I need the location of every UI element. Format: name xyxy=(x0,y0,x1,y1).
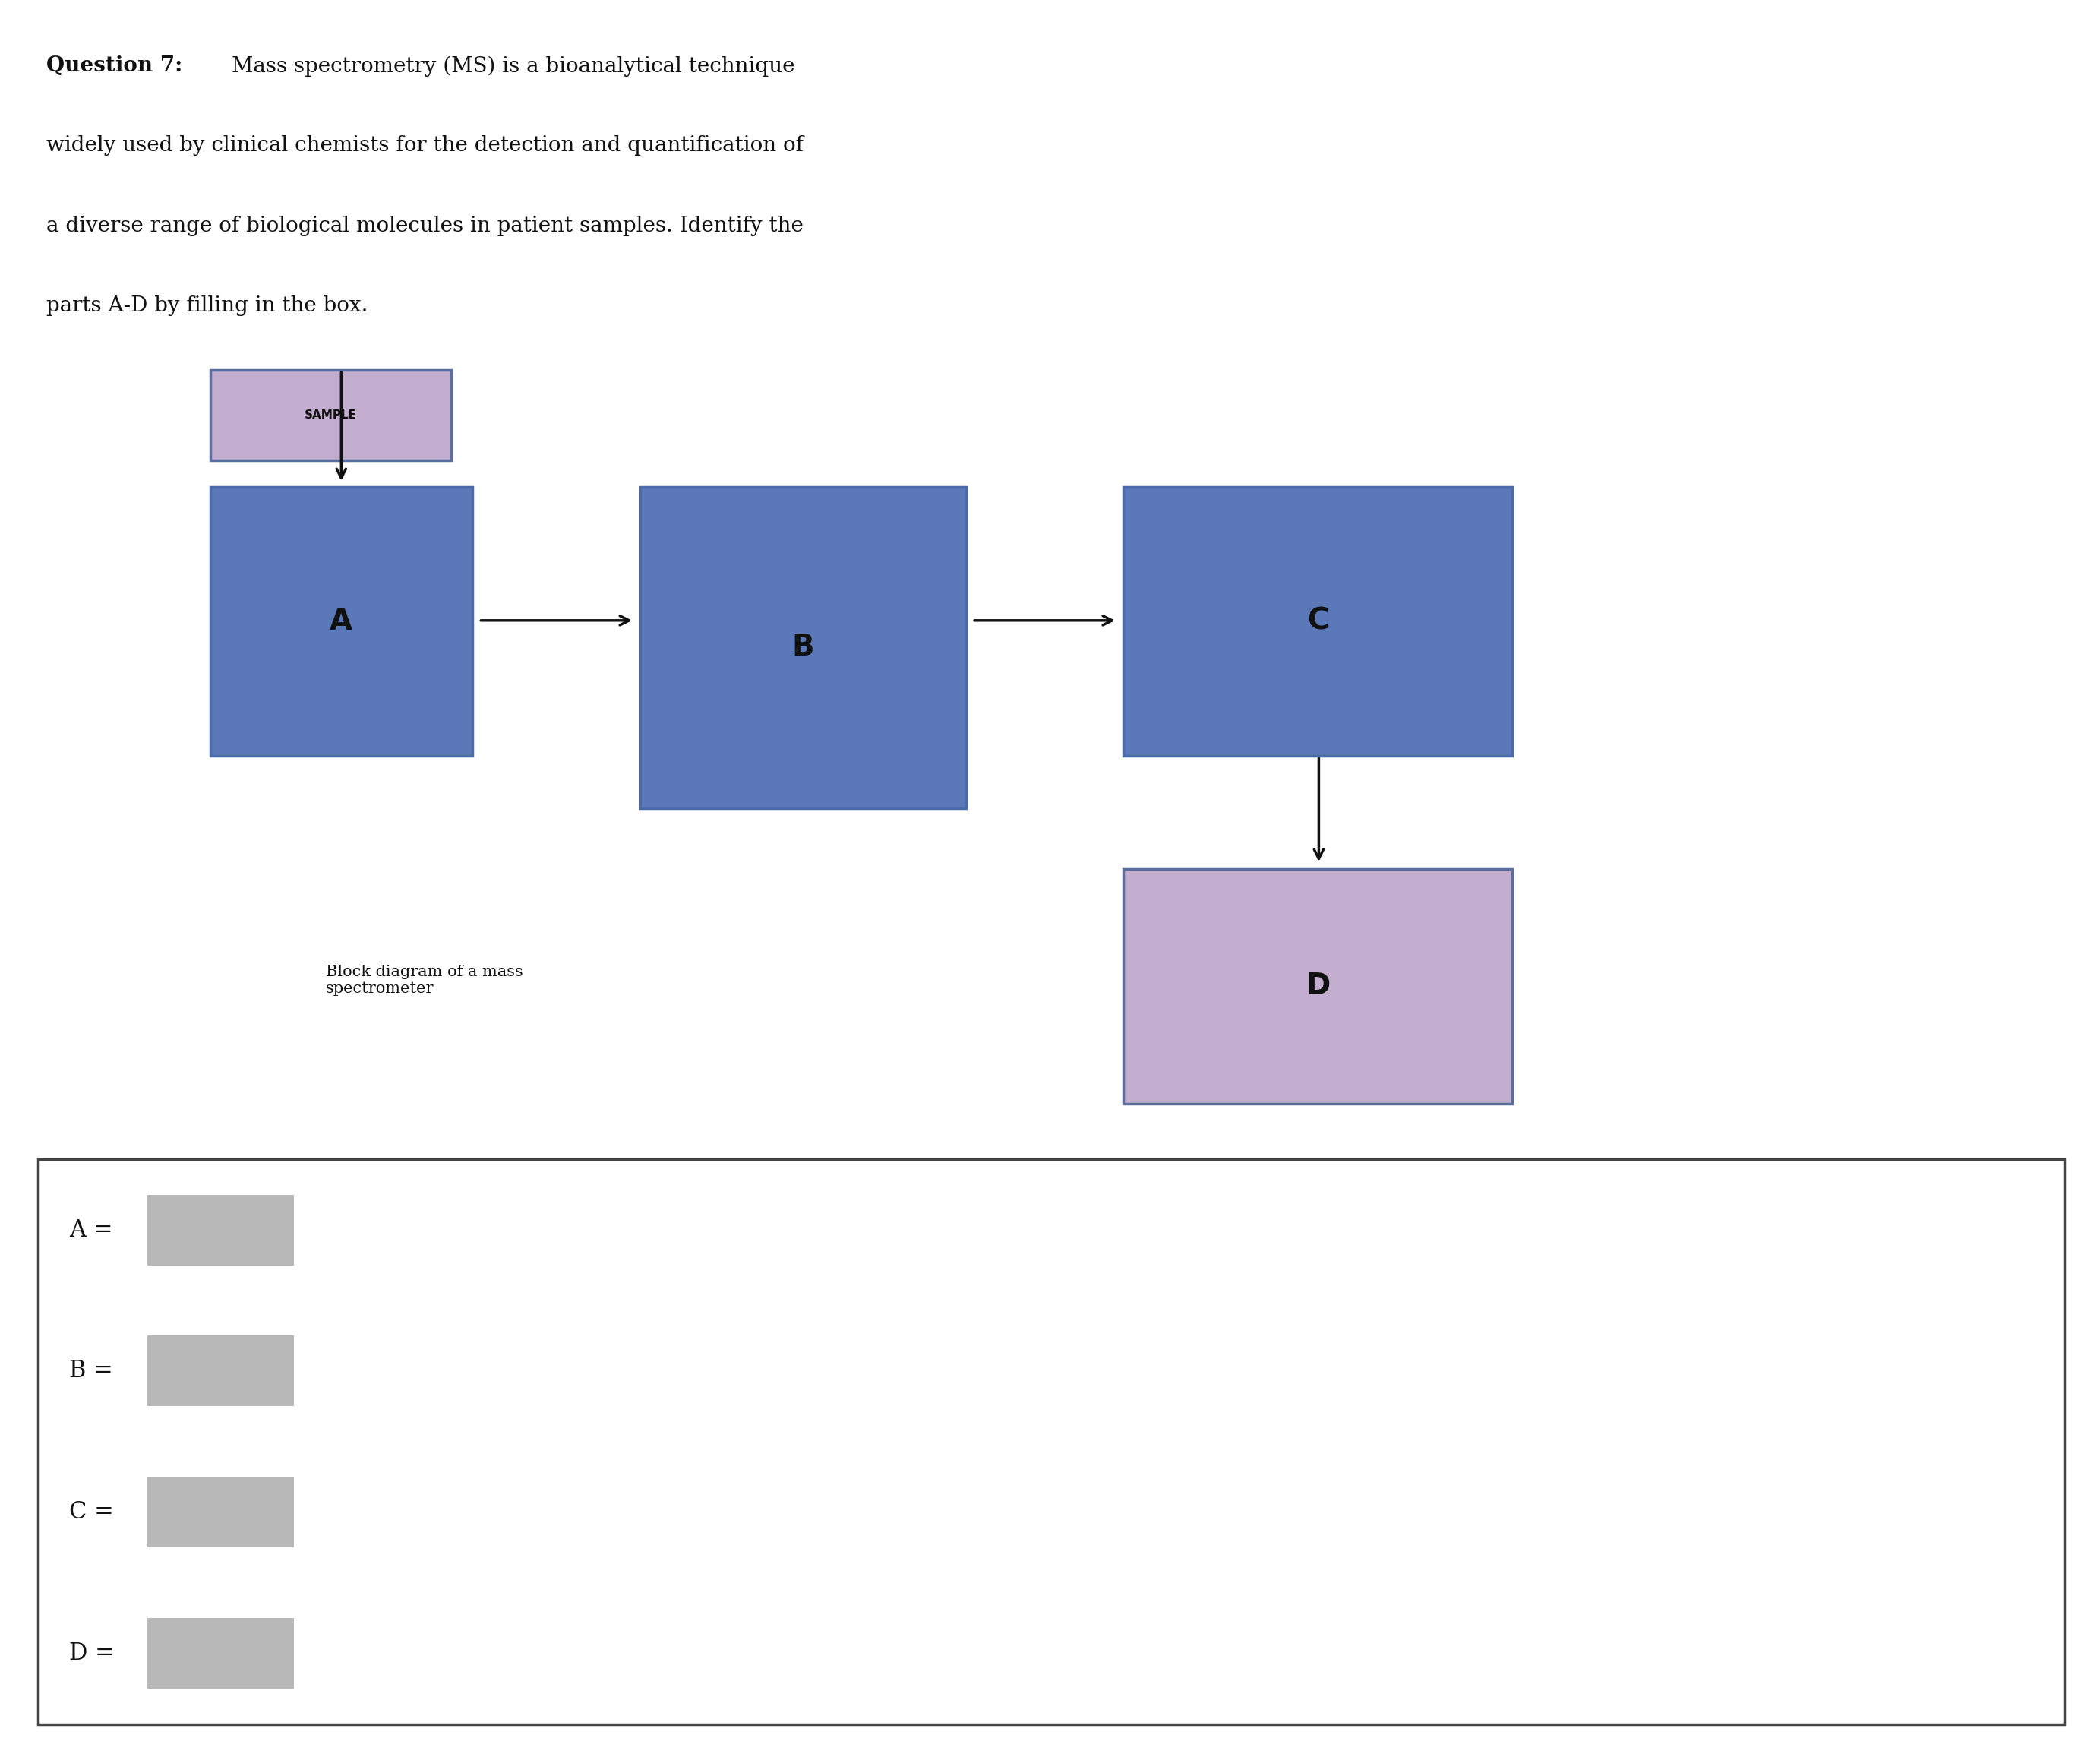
Bar xyxy=(147,1618,294,1689)
Text: Block diagram of a mass
spectrometer: Block diagram of a mass spectrometer xyxy=(326,965,523,996)
Text: C =: C = xyxy=(69,1500,113,1524)
Bar xyxy=(38,1159,2064,1724)
Bar xyxy=(210,487,473,756)
Text: B: B xyxy=(792,633,815,662)
Text: C: C xyxy=(1306,607,1329,636)
Text: parts A-D by filling in the box.: parts A-D by filling in the box. xyxy=(46,295,368,316)
Text: Question 7:: Question 7: xyxy=(46,56,189,76)
Bar xyxy=(1124,487,1512,756)
Text: widely used by clinical chemists for the detection and quantification of: widely used by clinical chemists for the… xyxy=(46,136,804,156)
Bar xyxy=(210,370,451,461)
Bar xyxy=(147,1337,294,1406)
Text: Mass spectrometry (MS) is a bioanalytical technique: Mass spectrometry (MS) is a bioanalytica… xyxy=(231,56,794,76)
Text: a diverse range of biological molecules in patient samples. Identify the: a diverse range of biological molecules … xyxy=(46,216,804,236)
Text: SAMPLE: SAMPLE xyxy=(304,410,357,421)
Text: A =: A = xyxy=(69,1218,113,1241)
Text: A: A xyxy=(330,607,353,636)
Bar xyxy=(640,487,966,808)
Text: D: D xyxy=(1306,972,1329,1001)
Text: D =: D = xyxy=(69,1642,116,1665)
Bar xyxy=(1124,869,1512,1104)
Text: B =: B = xyxy=(69,1359,113,1383)
Bar xyxy=(147,1477,294,1547)
Bar xyxy=(147,1194,294,1265)
